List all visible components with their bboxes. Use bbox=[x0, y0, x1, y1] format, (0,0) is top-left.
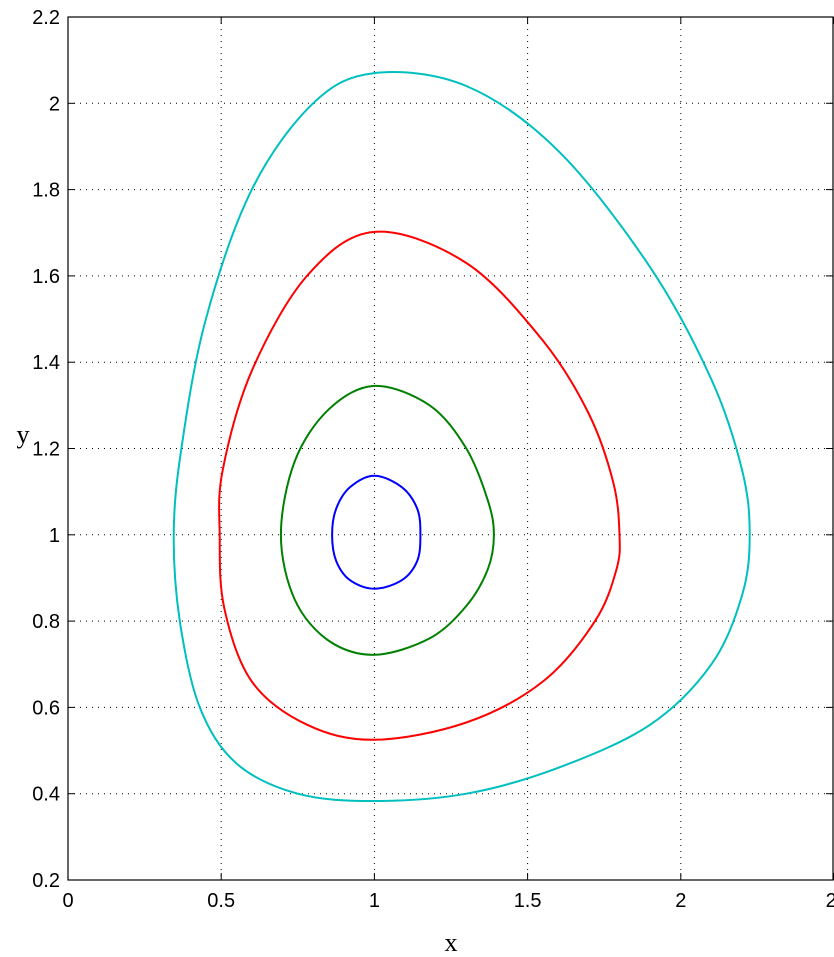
y-tick-label: 0.4 bbox=[32, 784, 60, 806]
series-curves bbox=[172, 71, 751, 803]
orbit-curve-4 bbox=[172, 71, 751, 803]
y-tick-label: 1.2 bbox=[32, 439, 60, 461]
y-axis-label: y bbox=[17, 420, 30, 449]
y-tick-label: 1.6 bbox=[32, 266, 60, 288]
x-tick-label: 0 bbox=[62, 890, 73, 912]
y-tick-label: 1.4 bbox=[32, 352, 60, 374]
x-tick-label: 0.5 bbox=[207, 890, 235, 912]
axis-ticks: 0 0.5 1 1.5 2 2. 0.2 0.4 0.6 0.8 1 1.2 1.4 1.6 1.8 2 2.2 bbox=[32, 7, 834, 912]
x-tick-label: 2. bbox=[826, 890, 834, 912]
orbit-curve-2 bbox=[279, 384, 495, 656]
y-tick-label: 0.2 bbox=[32, 870, 60, 892]
y-tick-label: 0.8 bbox=[32, 611, 60, 633]
x-tick-label: 2 bbox=[675, 890, 686, 912]
x-tick-label: 1.5 bbox=[514, 890, 542, 912]
orbit-curve-3 bbox=[218, 230, 621, 741]
x-tick-label: 1 bbox=[369, 890, 380, 912]
orbit-curve-1 bbox=[331, 474, 422, 590]
y-tick-label: 2.2 bbox=[32, 7, 60, 29]
y-tick-label: 1 bbox=[49, 525, 60, 547]
y-tick-label: 1.8 bbox=[32, 180, 60, 202]
y-tick-label: 0.6 bbox=[32, 697, 60, 719]
y-tick-label: 2 bbox=[49, 93, 60, 115]
grid-lines bbox=[68, 17, 834, 880]
x-axis-label: x bbox=[445, 928, 458, 957]
